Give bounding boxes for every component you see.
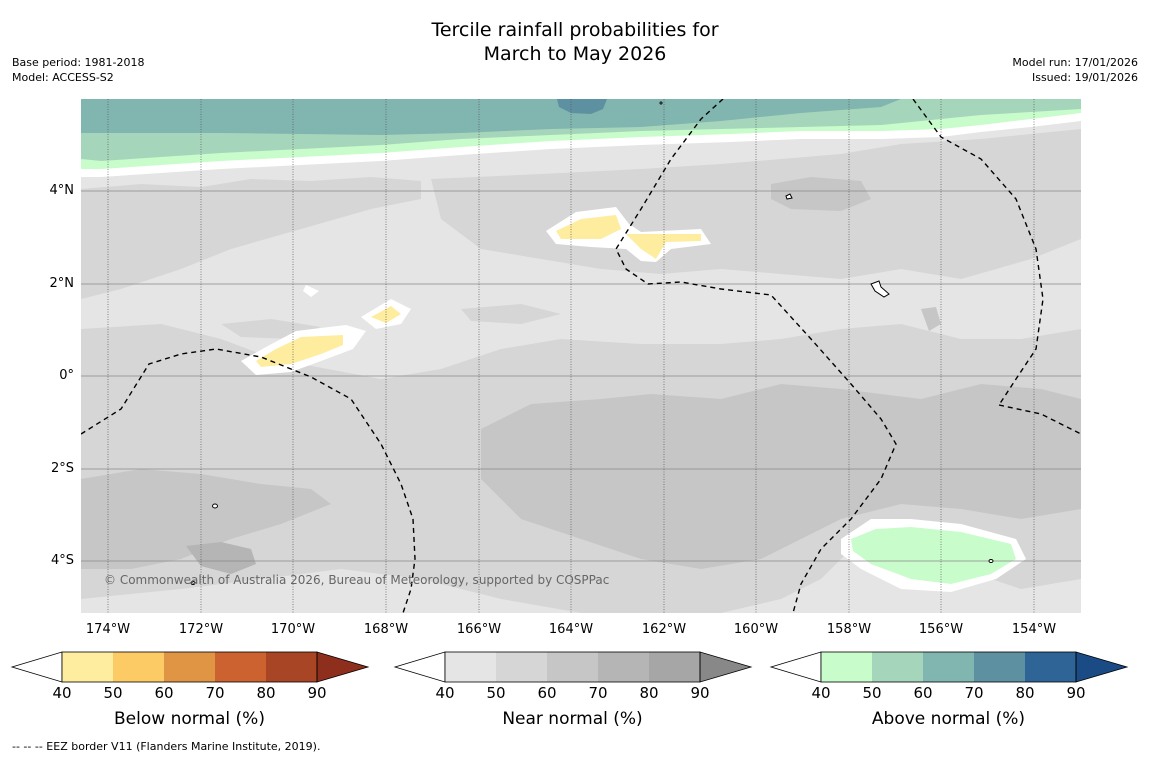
near-tick-50: 50 — [486, 684, 506, 702]
x-label-162w: 162°W — [641, 622, 687, 637]
above-normal-title: Above normal (%) — [871, 709, 1026, 729]
x-label-154w: 154°W — [1011, 622, 1057, 637]
above-swatch-50-60 — [872, 652, 923, 682]
near-normal-60-70 — [81, 177, 1081, 569]
colorbar-near-swatches — [393, 651, 753, 683]
meta-left: Base period: 1981-2018 Model: ACCESS-S2 — [12, 55, 144, 85]
above-swatch-60-70 — [923, 652, 974, 682]
title-line-2: March to May 2026 — [483, 43, 667, 65]
longitude-gridlines — [107, 99, 1035, 613]
above-swatch-40-50 — [821, 652, 872, 682]
x-label-174w: 174°W — [85, 622, 131, 637]
near-swatch-40-50 — [445, 652, 496, 682]
x-label-170w: 170°W — [270, 622, 316, 637]
above-tick-40: 40 — [811, 684, 831, 702]
y-label-2s: 2°S — [50, 461, 74, 476]
near-swatch-60-70 — [547, 652, 598, 682]
below-swatch-under — [10, 651, 63, 683]
below-tick-80: 80 — [256, 684, 276, 702]
x-label-168w: 168°W — [363, 622, 409, 637]
below-swatch-80-90 — [266, 652, 317, 682]
near-tick-70: 70 — [588, 684, 608, 702]
model-run: Model run: 17/01/2026 — [1012, 56, 1138, 69]
above-tick-60: 60 — [913, 684, 933, 702]
near-swatch-over — [699, 651, 753, 683]
below-swatch-60-70 — [164, 652, 215, 682]
above-normal-southeast — [841, 519, 1026, 592]
forecast-map: © Commonwealth of Australia 2026, Bureau… — [81, 99, 1081, 613]
near-normal-title: Near normal (%) — [502, 709, 643, 729]
below-swatch-50-60 — [113, 652, 164, 682]
above-tick-50: 50 — [862, 684, 882, 702]
x-label-172w: 172°W — [178, 622, 224, 637]
x-label-166w: 166°W — [456, 622, 502, 637]
above-swatch-80-90 — [1025, 652, 1076, 682]
x-label-156w: 156°W — [918, 622, 964, 637]
near-swatch-under — [393, 651, 446, 683]
eez-footnote: -- -- -- EEZ border V11 (Flanders Marine… — [12, 740, 321, 753]
islands — [190, 101, 994, 585]
x-label-164w: 164°W — [548, 622, 594, 637]
meta-right: Model run: 17/01/2026 Issued: 19/01/2026 — [1012, 55, 1138, 85]
y-label-4s: 4°S — [50, 553, 74, 568]
latitude-gridlines — [81, 190, 1081, 562]
y-label-0: 0° — [59, 368, 74, 383]
above-normal-north — [81, 99, 1081, 177]
below-swatch-40-50 — [62, 652, 113, 682]
above-swatch-under — [769, 651, 822, 683]
below-tick-40: 40 — [52, 684, 72, 702]
colorbar-below-swatches — [10, 651, 370, 683]
below-swatch-70-80 — [215, 652, 266, 682]
below-tick-90: 90 — [307, 684, 327, 702]
issued-date: Issued: 19/01/2026 — [1031, 71, 1138, 84]
model-name: Model: ACCESS-S2 — [12, 71, 114, 84]
near-tick-40: 40 — [435, 684, 455, 702]
above-tick-90: 90 — [1066, 684, 1086, 702]
below-tick-60: 60 — [154, 684, 174, 702]
near-tick-90: 90 — [690, 684, 710, 702]
above-tick-70: 70 — [964, 684, 984, 702]
near-swatch-50-60 — [496, 652, 547, 682]
colorbar-above-swatches — [769, 651, 1129, 683]
copyright-note: © Commonwealth of Australia 2026, Bureau… — [104, 573, 609, 587]
eez-borders — [81, 99, 1081, 613]
near-swatch-80-90 — [649, 652, 700, 682]
y-label-2n: 2°N — [49, 276, 75, 291]
x-label-158w: 158°W — [826, 622, 872, 637]
near-tick-60: 60 — [537, 684, 557, 702]
above-swatch-70-80 — [974, 652, 1025, 682]
near-swatch-70-80 — [598, 652, 649, 682]
chart-title: Tercile rainfall probabilities for March… — [0, 18, 1150, 66]
above-swatch-over — [1075, 651, 1129, 683]
below-tick-70: 70 — [205, 684, 225, 702]
title-line-1: Tercile rainfall probabilities for — [431, 19, 719, 41]
base-period: Base period: 1981-2018 — [12, 56, 145, 69]
near-tick-80: 80 — [639, 684, 659, 702]
below-tick-50: 50 — [103, 684, 123, 702]
x-label-160w: 160°W — [733, 622, 779, 637]
y-label-4n: 4°N — [49, 183, 75, 198]
near-normal-70-80 — [186, 542, 256, 574]
below-swatch-over — [316, 651, 370, 683]
above-tick-80: 80 — [1015, 684, 1035, 702]
below-normal-title: Below normal (%) — [114, 709, 265, 729]
